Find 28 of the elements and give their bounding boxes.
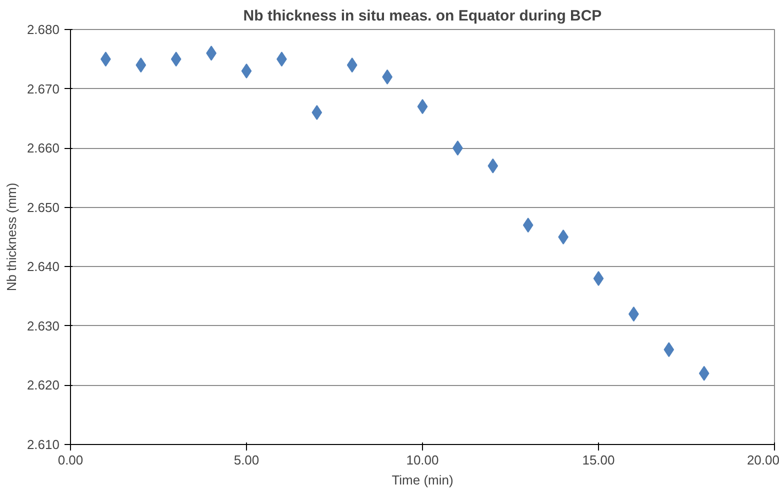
point xyxy=(558,230,568,244)
point xyxy=(593,271,604,286)
point xyxy=(312,105,322,120)
y-axis-title: Nb thickness (mm) xyxy=(4,182,19,292)
y-tick-label: 2.680 xyxy=(26,22,60,37)
point xyxy=(664,342,674,358)
y-tick-label: 2.610 xyxy=(26,437,60,452)
x-tick-label: 10.00 xyxy=(406,452,439,468)
x-tick-label: 0.00 xyxy=(58,452,84,468)
point xyxy=(346,58,358,73)
point xyxy=(522,218,534,233)
point xyxy=(136,58,146,73)
x-tick-label: 20.00 xyxy=(746,452,779,468)
y-tick-label: 2.620 xyxy=(26,378,60,393)
y-tick-label: 2.670 xyxy=(26,81,60,96)
x-tick-label: 5.00 xyxy=(234,452,260,468)
y-tick-label: 2.630 xyxy=(26,318,60,334)
y-tick-label: 2.640 xyxy=(26,259,60,274)
y-tick-label: 2.650 xyxy=(26,200,60,215)
y-tick-label: 2.660 xyxy=(26,140,60,156)
point xyxy=(698,366,710,381)
point xyxy=(488,158,498,174)
chart-title: Nb thickness in situ meas. on Equator during BCP xyxy=(243,8,602,24)
x-axis-title: Time (min) xyxy=(392,472,454,488)
point xyxy=(417,99,428,114)
x-tick-label: 15.00 xyxy=(582,452,615,468)
point xyxy=(241,64,252,78)
point xyxy=(170,52,182,67)
